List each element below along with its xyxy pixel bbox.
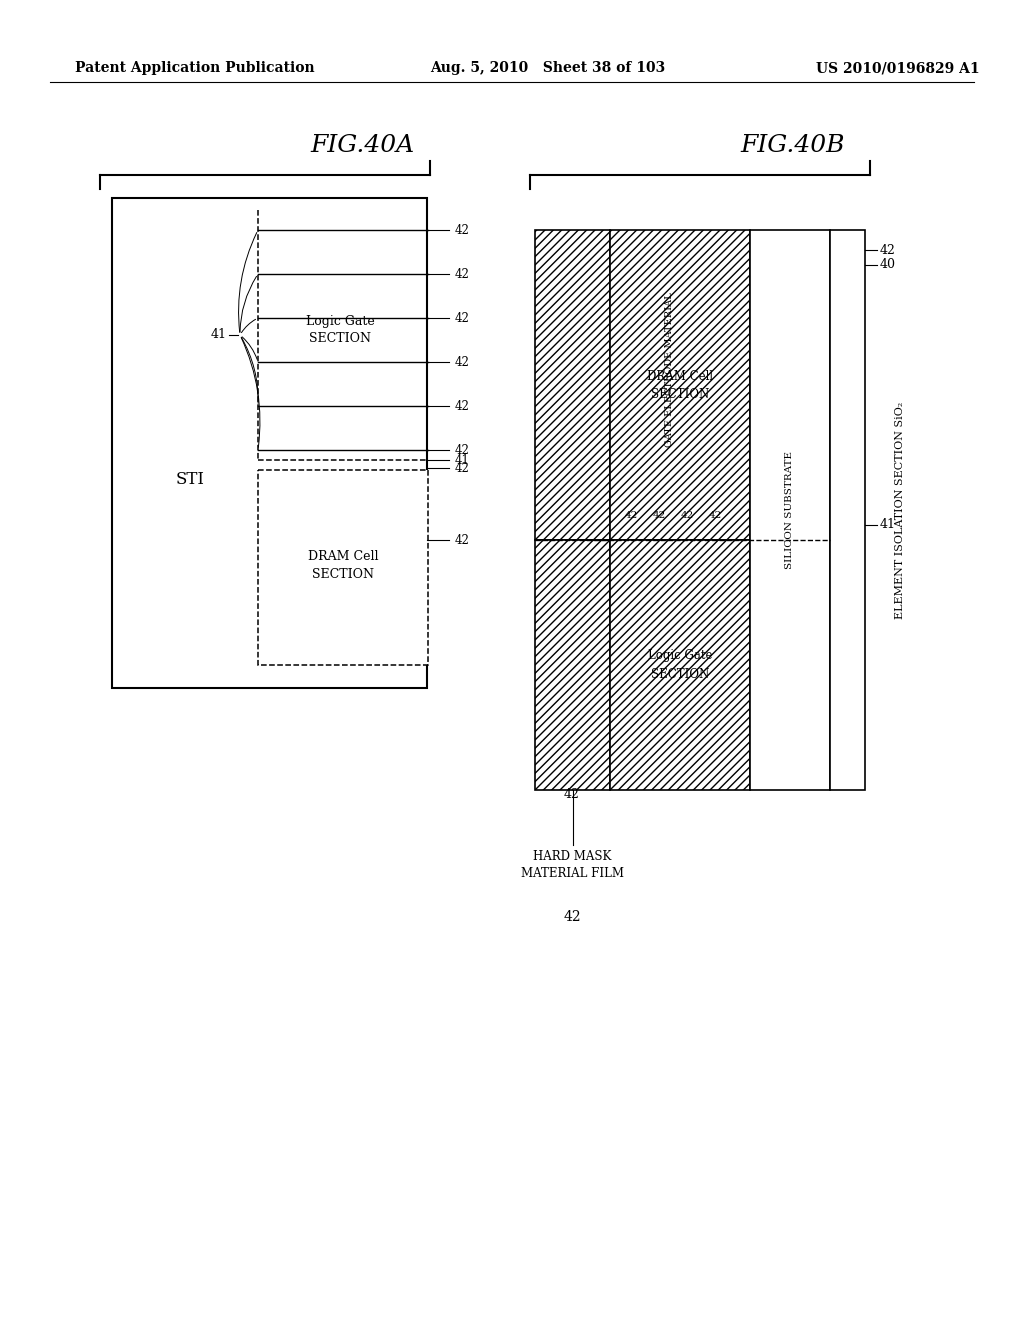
Text: SILICON SUBSTRATE: SILICON SUBSTRATE: [785, 451, 795, 569]
Text: GATE ELECTRODE MATERIAL: GATE ELECTRODE MATERIAL: [666, 293, 675, 447]
Text: 41: 41: [455, 454, 470, 466]
Text: 40: 40: [880, 259, 896, 272]
Text: 42: 42: [455, 462, 470, 474]
Text: 41: 41: [211, 329, 227, 342]
Text: Logic Gate
SECTION: Logic Gate SECTION: [305, 314, 375, 346]
Bar: [830, 230, 865, 789]
Text: Aug. 5, 2010   Sheet 38 of 103: Aug. 5, 2010 Sheet 38 of 103: [430, 61, 666, 75]
Text: Logic Gate
SECTION: Logic Gate SECTION: [648, 649, 713, 681]
Text: 42: 42: [625, 511, 638, 520]
Text: 42: 42: [455, 533, 470, 546]
Text: DRAM Cell
SECTION: DRAM Cell SECTION: [308, 549, 378, 581]
Bar: [535, 230, 610, 540]
Text: 42: 42: [680, 511, 693, 520]
Text: 42: 42: [455, 355, 470, 368]
Text: 42: 42: [455, 268, 470, 281]
Text: DRAM Cell
SECTION: DRAM Cell SECTION: [647, 370, 713, 400]
Text: STI: STI: [175, 471, 205, 488]
Text: 42: 42: [455, 444, 470, 457]
Text: 42: 42: [880, 243, 896, 256]
Text: HARD MASK
MATERIAL FILM: HARD MASK MATERIAL FILM: [521, 850, 624, 880]
Text: FIG.40A: FIG.40A: [310, 133, 414, 157]
Text: 42: 42: [709, 511, 722, 520]
Bar: [610, 540, 750, 789]
Bar: [610, 230, 750, 540]
Text: 42: 42: [563, 909, 582, 924]
Bar: [112, 198, 427, 688]
Text: 42: 42: [455, 400, 470, 412]
Text: 42: 42: [455, 223, 470, 236]
Bar: [750, 230, 830, 789]
Text: 42: 42: [455, 312, 470, 325]
Text: FIG.40B: FIG.40B: [740, 133, 845, 157]
Text: 42: 42: [652, 511, 666, 520]
Text: 41: 41: [880, 519, 896, 532]
Bar: [535, 540, 610, 789]
Text: ELEMENT ISOLATION SECTION SiO₂: ELEMENT ISOLATION SECTION SiO₂: [895, 401, 905, 619]
Text: Patent Application Publication: Patent Application Publication: [75, 61, 314, 75]
Text: US 2010/0196829 A1: US 2010/0196829 A1: [816, 61, 980, 75]
Bar: [258, 470, 428, 665]
Text: 42: 42: [564, 788, 580, 801]
